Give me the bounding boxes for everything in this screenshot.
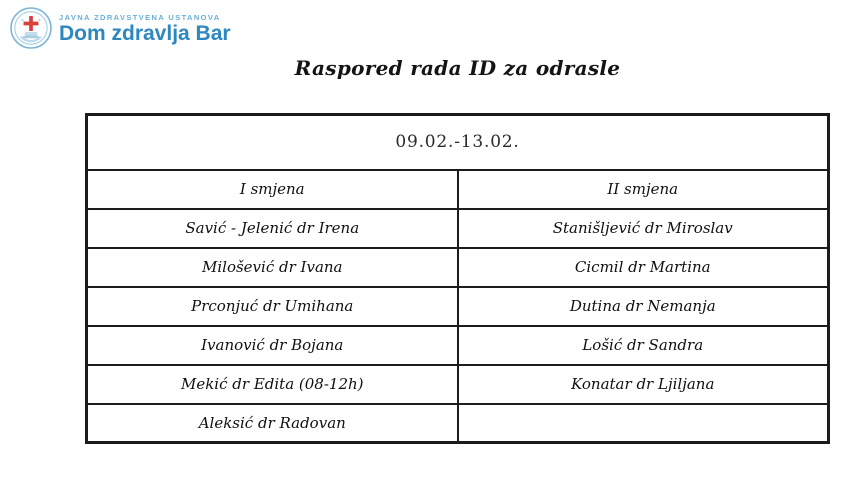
doctor-name: Savić - Jelenić dr Irena [85, 207, 459, 249]
doctor-name: Konatar dr Ljiljana [456, 363, 830, 405]
table-row: Prconjuć dr Umihana Dutina dr Nemanja [85, 285, 830, 327]
doctor-name: Stanišljević dr Miroslav [456, 207, 830, 249]
schedule-table: 09.02.-13.02. I smjena II smjena Savić -… [85, 113, 830, 444]
health-center-seal-icon [10, 7, 52, 49]
doctor-name: Milošević dr Ivana [85, 246, 459, 288]
doctor-name: Lošić dr Sandra [456, 324, 830, 366]
org-title: Dom zdravlja Bar [59, 21, 231, 45]
date-range: 09.02.-13.02. [85, 113, 830, 171]
doctor-name: Prconjuć dr Umihana [85, 285, 459, 327]
doctor-name: Ivanović dr Bojana [85, 324, 459, 366]
table-row: Savić - Jelenić dr Irena Stanišljević dr… [85, 207, 830, 249]
date-row: 09.02.-13.02. [85, 113, 830, 171]
table-row: Milošević dr Ivana Cicmil dr Martina [85, 246, 830, 288]
table-row: Aleksić dr Radovan [85, 402, 830, 444]
empty-cell [456, 402, 830, 444]
doctor-name: Mekić dr Edita (08-12h) [85, 363, 459, 405]
org-logo[interactable]: JAVNA ZDRAVSTVENA USTANOVA Dom zdravlja … [10, 7, 231, 49]
table-row: Ivanović dr Bojana Lošić dr Sandra [85, 324, 830, 366]
red-cross-icon [22, 14, 40, 33]
doctor-name: Cicmil dr Martina [456, 246, 830, 288]
shift-header-row: I smjena II smjena [85, 168, 830, 210]
shift-1-header: I smjena [85, 168, 459, 210]
org-subtitle: JAVNA ZDRAVSTVENA USTANOVA [59, 12, 221, 22]
doctor-name: Aleksić dr Radovan [85, 402, 459, 444]
org-name-block: JAVNA ZDRAVSTVENA USTANOVA Dom zdravlja … [59, 13, 231, 44]
doctor-name: Dutina dr Nemanja [456, 285, 830, 327]
shift-2-header: II smjena [456, 168, 830, 210]
table-row: Mekić dr Edita (08-12h) Konatar dr Ljilj… [85, 363, 830, 405]
page-title: Raspored rada ID za odrasle [294, 56, 621, 80]
